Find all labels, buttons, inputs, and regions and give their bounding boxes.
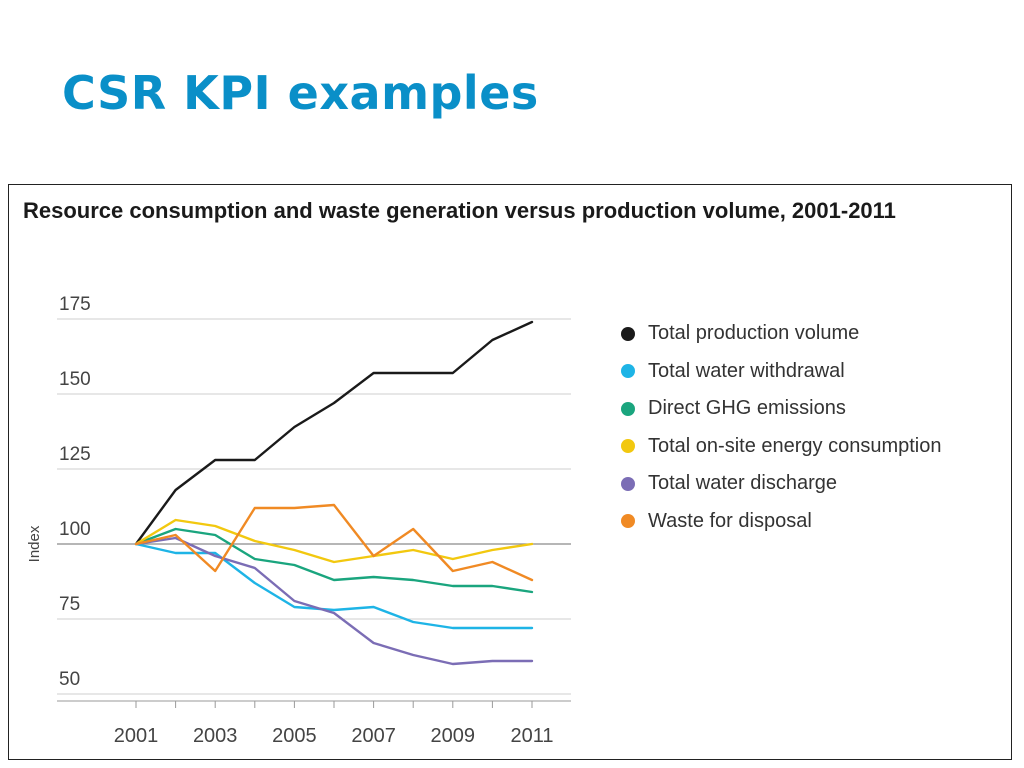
y-tick-label: 75 bbox=[59, 594, 80, 615]
y-tick-label: 125 bbox=[59, 444, 91, 465]
series-line-1 bbox=[134, 542, 534, 630]
x-tick-label: 2011 bbox=[510, 725, 553, 747]
y-tick-label: 50 bbox=[59, 669, 80, 690]
series-line-0 bbox=[134, 320, 534, 546]
legend-label: Total water withdrawal bbox=[648, 359, 845, 382]
y-tick-label: 175 bbox=[59, 294, 91, 315]
legend-label: Total water discharge bbox=[648, 472, 837, 495]
legend-label: Total production volume bbox=[648, 322, 860, 345]
legend-label: Direct GHG emissions bbox=[648, 397, 846, 420]
legend-item: Total water discharge bbox=[621, 465, 1011, 503]
legend-item: Total water withdrawal bbox=[621, 353, 1011, 391]
x-tick-label: 2001 bbox=[114, 725, 159, 747]
legend-label: Total on-site energy consumption bbox=[648, 434, 942, 457]
series-line-5 bbox=[134, 503, 534, 582]
x-tick-label: 2005 bbox=[272, 725, 317, 747]
series-line-2 bbox=[134, 527, 534, 594]
legend-swatch bbox=[621, 514, 635, 529]
x-tick-label: 2003 bbox=[193, 725, 238, 747]
y-tick-label: 150 bbox=[59, 369, 91, 390]
legend-item: Waste for disposal bbox=[621, 503, 1011, 541]
series-lines bbox=[134, 320, 534, 666]
chart-title: Resource consumption and waste generatio… bbox=[23, 198, 896, 223]
y-axis-label: Index bbox=[26, 525, 43, 562]
legend-label: Waste for disposal bbox=[648, 509, 812, 532]
legend-swatch bbox=[621, 364, 635, 379]
slide-title: CSR KPI examples bbox=[62, 66, 539, 120]
x-tick-label: 2009 bbox=[431, 725, 476, 747]
chart-figure: Resource consumption and waste generatio… bbox=[8, 184, 1012, 760]
chart-legend: Total production volume Total water withd… bbox=[621, 315, 1011, 540]
legend-item: Direct GHG emissions bbox=[621, 390, 1011, 428]
series-line-3 bbox=[134, 518, 534, 564]
legend-swatch bbox=[621, 476, 635, 491]
legend-item: Total production volume bbox=[621, 315, 1011, 353]
legend-swatch bbox=[621, 401, 635, 416]
legend-swatch bbox=[621, 439, 635, 454]
legend-item: Total on-site energy consumption bbox=[621, 428, 1011, 466]
series-line-4 bbox=[134, 536, 534, 666]
x-tick-label: 2007 bbox=[351, 725, 396, 747]
legend-swatch bbox=[621, 326, 635, 341]
y-tick-label: 100 bbox=[59, 519, 91, 540]
line-chart: 50 75 100 125 150 175 2001 2003 2005 2007 2009 2011… bbox=[26, 294, 571, 747]
axes: 50 75 100 125 150 175 2001 2003 2005 2007 2009 2011… bbox=[26, 294, 571, 747]
